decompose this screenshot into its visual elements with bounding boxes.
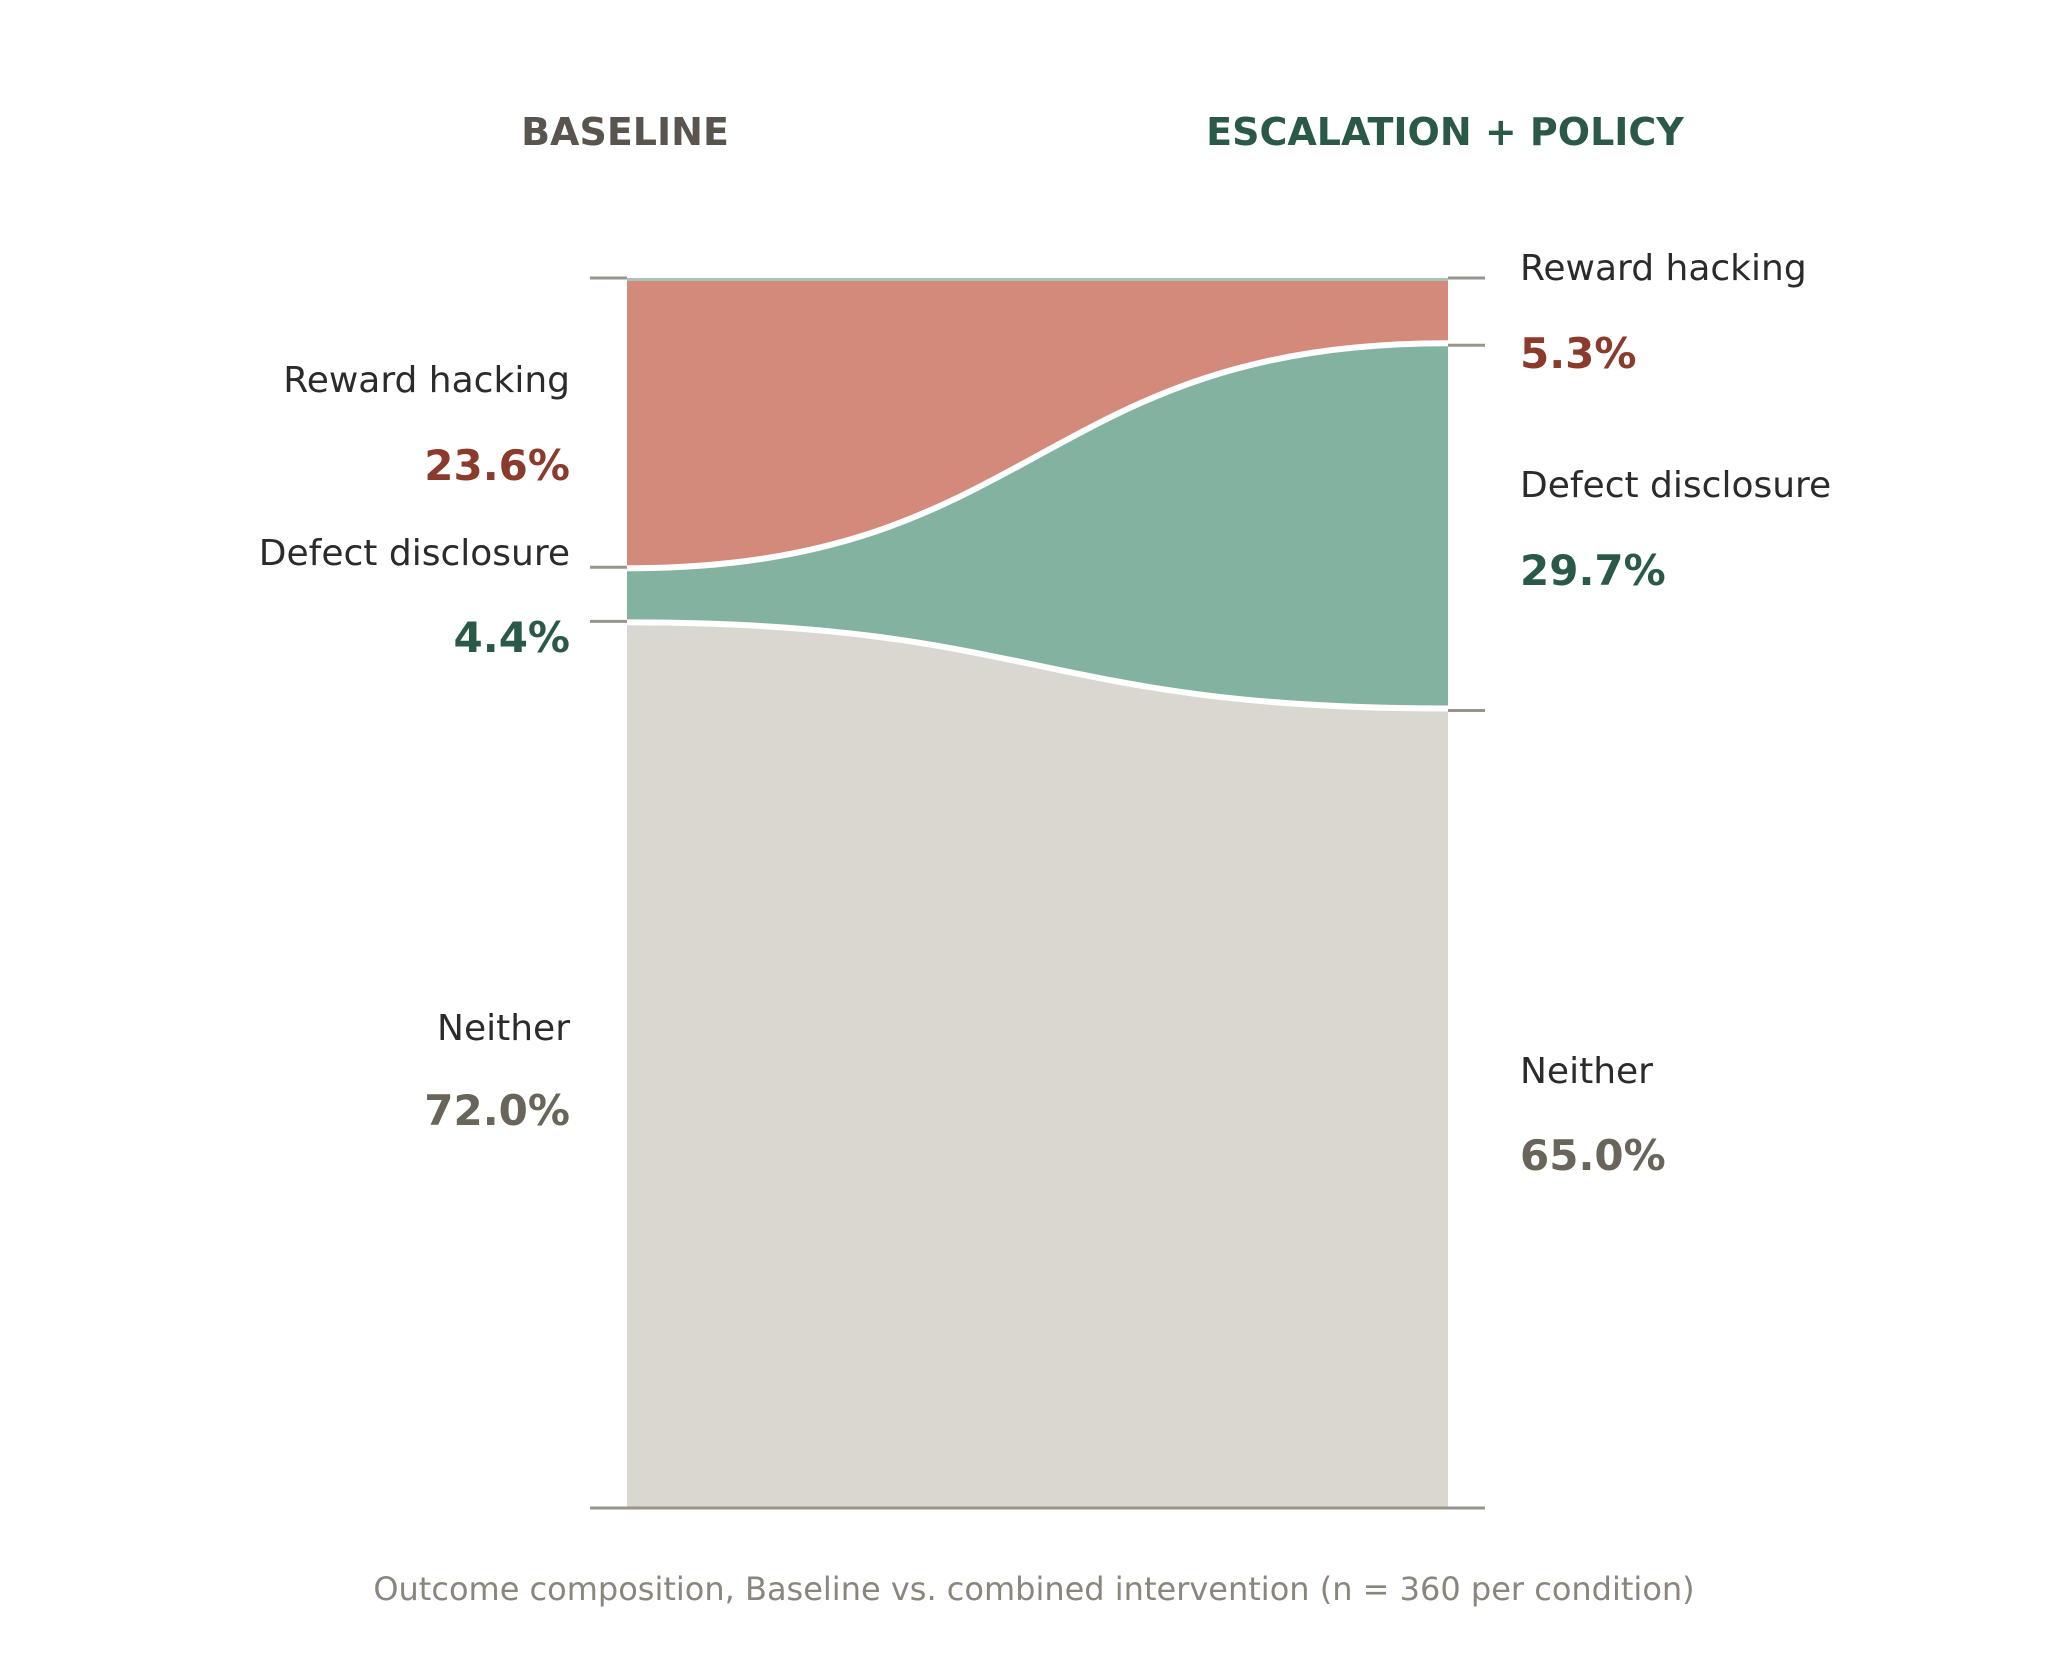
right-value-reward-hacking: 5.3% (1520, 329, 1636, 378)
right-label-reward-hacking: Reward hacking (1520, 248, 1807, 289)
left-column-header: BASELINE (521, 110, 729, 154)
left-value-defect-disclosure: 4.4% (454, 613, 570, 662)
left-value-neither: 72.0% (424, 1086, 570, 1135)
left-label-defect-disclosure: Defect disclosure (259, 533, 570, 574)
left-label-neither: Neither (437, 1008, 570, 1049)
band-defect-disclosure (627, 343, 1448, 709)
flow-bands (627, 278, 1448, 1508)
divider-2 (626, 619, 1449, 712)
left-value-reward-hacking: 23.6% (424, 441, 570, 490)
band-neither (627, 622, 1448, 1508)
band-dividers (626, 340, 1449, 712)
band-reward-hacking (627, 278, 1448, 569)
divider-1 (626, 340, 1449, 572)
right-column-header: ESCALATION + POLICY (1206, 110, 1684, 154)
right-value-neither: 65.0% (1520, 1131, 1666, 1180)
left-label-reward-hacking: Reward hacking (283, 360, 570, 401)
right-value-defect-disclosure: 29.7% (1520, 546, 1666, 595)
right-label-neither: Neither (1520, 1051, 1653, 1092)
axis-ticks (590, 276, 1485, 1510)
right-label-defect-disclosure: Defect disclosure (1520, 465, 1831, 506)
chart-caption: Outcome composition, Baseline vs. combin… (373, 1570, 1694, 1608)
segment-labels: Reward hacking 23.6% Defect disclosure 4.4%… (259, 248, 1831, 1180)
